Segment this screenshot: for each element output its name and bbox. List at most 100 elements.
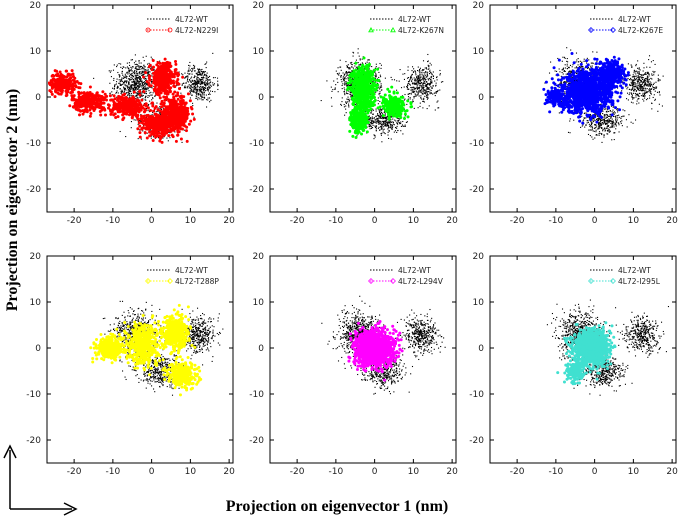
data-point (136, 79, 138, 81)
data-point (388, 130, 390, 132)
data-point (129, 89, 131, 91)
data-point (209, 93, 211, 95)
data-point (158, 76, 162, 80)
y-tick-label: 0 (35, 93, 41, 103)
data-point (184, 87, 187, 89)
data-point (151, 139, 155, 143)
data-point (386, 118, 388, 120)
data-point (163, 57, 167, 61)
data-point (205, 74, 207, 76)
data-point (413, 90, 415, 92)
data-point (420, 95, 422, 97)
data-point (124, 84, 126, 86)
data-point (78, 113, 82, 117)
data-point (133, 82, 135, 84)
data-point (156, 61, 160, 65)
data-point (138, 103, 142, 107)
data-point (430, 89, 432, 92)
data-point (185, 82, 187, 84)
data-point (415, 79, 417, 81)
data-point (352, 67, 354, 69)
data-point (143, 64, 145, 66)
data-point (373, 80, 375, 82)
data-point (430, 71, 432, 73)
data-point (404, 125, 406, 127)
data-point (71, 88, 75, 92)
data-point (157, 65, 161, 69)
data-point (176, 91, 180, 95)
data-point (132, 89, 134, 91)
data-point (347, 103, 350, 105)
data-point (204, 84, 207, 86)
data-point (109, 82, 111, 84)
data-point (335, 70, 337, 72)
data-point (147, 105, 149, 107)
data-point (342, 72, 344, 74)
data-point (421, 93, 423, 95)
data-point (70, 69, 74, 73)
data-point (409, 78, 411, 80)
data-point (139, 83, 141, 85)
data-point (197, 99, 199, 101)
data-point (148, 103, 150, 106)
data-point (420, 86, 422, 88)
data-point (430, 82, 432, 84)
data-point (422, 75, 424, 77)
data-point (190, 84, 192, 86)
data-point (159, 102, 163, 106)
data-point (154, 91, 158, 95)
data-point (201, 68, 203, 71)
data-point (419, 91, 421, 93)
data-point (138, 84, 140, 87)
data-point (433, 92, 435, 94)
data-point (347, 84, 349, 86)
data-point (176, 102, 180, 106)
data-point (130, 115, 134, 119)
data-point (182, 95, 186, 99)
data-point (183, 129, 185, 131)
data-point (146, 132, 148, 134)
data-point (142, 67, 144, 69)
data-point (371, 116, 373, 118)
data-point (414, 83, 416, 85)
data-point (204, 74, 206, 76)
data-point (426, 86, 428, 88)
data-point (59, 72, 63, 76)
data-point (212, 77, 215, 79)
data-point (184, 72, 186, 74)
data-point (143, 65, 145, 67)
data-point (158, 73, 162, 77)
data-point (384, 120, 386, 122)
data-point (347, 71, 349, 74)
data-point (126, 66, 129, 68)
data-point (118, 76, 121, 78)
data-point (427, 71, 429, 73)
data-point (131, 84, 133, 86)
data-point (82, 101, 86, 105)
data-point (217, 85, 219, 87)
data-point (374, 119, 376, 121)
data-point (370, 125, 372, 127)
data-point (143, 131, 147, 135)
data-point (148, 62, 150, 64)
data-point (392, 121, 394, 123)
data-point (212, 52, 214, 54)
data-point (372, 113, 374, 115)
data-point (349, 71, 351, 74)
data-point (135, 83, 137, 85)
data-point (122, 82, 124, 84)
data-point (42, 91, 45, 94)
data-point (439, 73, 441, 75)
data-point (159, 111, 161, 114)
data-point (214, 77, 216, 79)
data-point (210, 81, 212, 83)
data-point (132, 81, 134, 83)
data-point (200, 91, 203, 93)
data-point (169, 132, 171, 134)
data-point (195, 83, 197, 86)
data-point (428, 79, 430, 81)
data-point (197, 81, 199, 83)
data-point (430, 91, 432, 94)
series-4l72-n229i (42, 57, 196, 144)
data-point (205, 85, 207, 87)
